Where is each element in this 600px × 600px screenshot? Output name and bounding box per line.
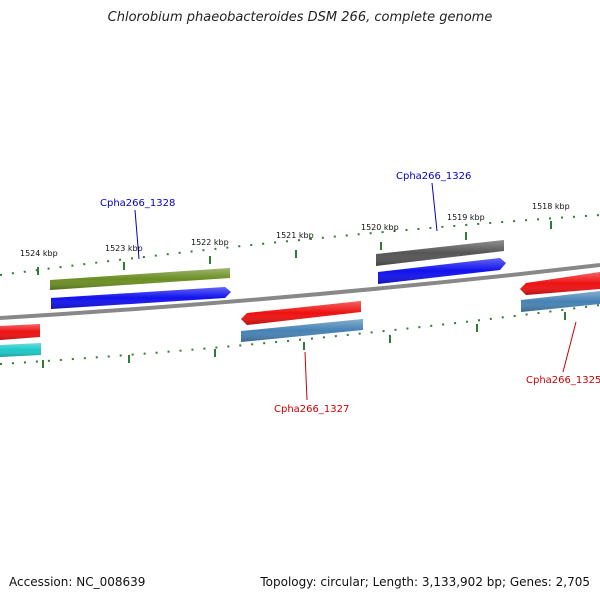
tick-label: 1524 kbp — [20, 249, 58, 258]
gene-cpha266-1328[interactable] — [51, 287, 231, 309]
label-leaders — [134, 182, 577, 401]
tick-label: 1519 kbp — [447, 213, 485, 222]
accession-text: Accession: NC_008639 — [9, 575, 146, 589]
outer-tick-ring — [0, 214, 600, 276]
gene-cpha266-1326[interactable] — [378, 258, 506, 284]
major-ticks — [37, 221, 566, 368]
tick-label: 1518 kbp — [532, 202, 570, 211]
tick-label: 1522 kbp — [191, 238, 229, 247]
gene-cpha266-1327[interactable] — [241, 301, 361, 325]
gene-label-cpha266-1328[interactable]: Cpha266_1328 — [100, 198, 175, 209]
tick-label: 1521 kbp — [276, 231, 314, 240]
inner-tick-ring — [0, 304, 600, 365]
map-title: Chlorobium phaeobacteroides DSM 266, com… — [107, 10, 493, 25]
gene-cpha266-1326-product[interactable] — [376, 240, 504, 266]
gene-left-cyan[interactable] — [0, 343, 41, 357]
gene-cpha266-1325[interactable] — [520, 272, 600, 295]
gene-cpha266-1327-product[interactable] — [241, 319, 363, 342]
tick-label: 1520 kbp — [361, 223, 399, 232]
tick-labels: 1524 kbp 1523 kbp 1522 kbp 1521 kbp 1520… — [20, 202, 570, 258]
tick-label: 1523 kbp — [105, 244, 143, 253]
gene-label-cpha266-1327[interactable]: Cpha266_1327 — [274, 404, 349, 415]
gene-label-cpha266-1325[interactable]: Cpha266_1325 — [526, 375, 600, 386]
genome-backbone — [0, 263, 600, 320]
gene-cpha266-1325-product[interactable] — [521, 291, 600, 312]
gene-left-red[interactable] — [0, 324, 40, 340]
gene-cpha266-1328-product[interactable] — [50, 268, 230, 290]
gene-label-cpha266-1326[interactable]: Cpha266_1326 — [396, 171, 471, 182]
genome-summary-text: Topology: circular; Length: 3,133,902 bp… — [260, 575, 590, 589]
